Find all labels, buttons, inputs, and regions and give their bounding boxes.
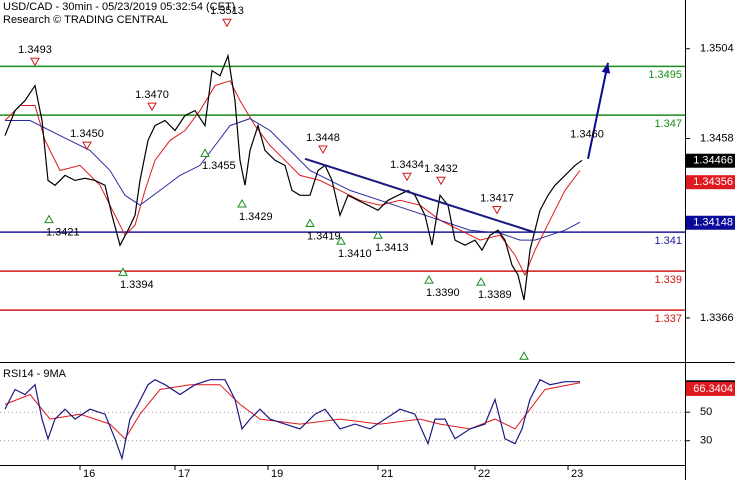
rsi-ma [4, 382, 581, 440]
peak-marker [82, 141, 92, 151]
forecast-arrow [587, 62, 609, 160]
trough-marker [373, 230, 383, 239]
trough-label: 1.3390 [426, 287, 460, 299]
target-label: 1.3460 [570, 128, 604, 140]
level-label: 1.337 [654, 313, 682, 325]
peak-marker [492, 205, 502, 215]
trough-label: 1.3419 [307, 230, 341, 242]
x-tick-label: 21 [381, 468, 393, 480]
trough-label: 1.3429 [239, 211, 273, 223]
trough-label: 1.3394 [120, 279, 154, 291]
trough-label: 1.3421 [46, 227, 80, 239]
last-value-label: 1.34356 [693, 176, 733, 188]
last-value-box [686, 175, 735, 190]
chart-subtitle: Research © TRADING CENTRAL [3, 14, 168, 26]
x-tick-label: 19 [271, 468, 283, 480]
price-line [4, 53, 583, 301]
trough-marker [118, 267, 128, 276]
x-tick-label: 16 [83, 468, 95, 480]
price-line [4, 378, 580, 461]
trough-marker [519, 351, 529, 360]
level-label: 1.3495 [648, 69, 682, 81]
peak-label: 1.3432 [424, 163, 458, 175]
peak-marker [436, 176, 446, 186]
x-tick-label: 23 [571, 468, 583, 480]
peak-marker [318, 145, 328, 155]
x-tick-label: 22 [478, 468, 490, 480]
peak-marker [222, 18, 232, 28]
trough-marker [237, 199, 247, 208]
level-label: 1.347 [654, 118, 682, 130]
last-value-label: 1.34466 [693, 155, 733, 167]
trough-marker [200, 148, 210, 157]
trough-label: 1.3455 [202, 160, 236, 172]
arrow-head [601, 62, 611, 74]
peak-label: 1.3448 [306, 132, 340, 144]
moving-average [4, 80, 581, 277]
peak-label: 1.3417 [480, 192, 514, 204]
peak-label: 1.3493 [18, 44, 52, 56]
peak-marker [30, 57, 40, 67]
trough-marker [336, 236, 346, 245]
x-tick-label: 17 [178, 468, 190, 480]
peak-marker [147, 102, 157, 112]
trough-marker [305, 218, 315, 228]
y-tick-label: 1.3504 [700, 43, 734, 55]
peak-label: 1.3513 [210, 5, 244, 17]
last-value-box [686, 153, 735, 168]
last-value-box [686, 215, 735, 230]
last-value-label: 66.3404 [693, 383, 733, 395]
level-label: 1.339 [654, 274, 682, 286]
trough-marker [476, 277, 486, 286]
trough-marker [424, 275, 434, 284]
y-tick-label: 1.3366 [700, 312, 734, 324]
y-tick-label: 50 [700, 406, 712, 418]
peak-label: 1.3434 [390, 159, 424, 171]
trough-marker [44, 214, 54, 224]
y-tick-label: 1.3458 [700, 132, 734, 144]
rsi-title: RSI14 - 9MA [3, 368, 67, 380]
trough-label: 1.3389 [478, 289, 512, 301]
peak-label: 1.3470 [135, 89, 169, 101]
trendline [304, 157, 536, 234]
y-tick-label: 30 [700, 435, 712, 447]
last-value-label: 1.34148 [693, 217, 733, 229]
trough-label: 1.3413 [375, 242, 409, 254]
last-value-box [686, 381, 735, 396]
peak-marker [402, 172, 412, 182]
level-label: 1.341 [654, 235, 682, 247]
moving-average [5, 118, 581, 241]
chart-title: USD/CAD - 30min - 05/23/2019 05:32:54 (C… [3, 1, 235, 13]
trough-label: 1.3410 [338, 248, 372, 260]
peak-label: 1.3450 [70, 128, 104, 140]
